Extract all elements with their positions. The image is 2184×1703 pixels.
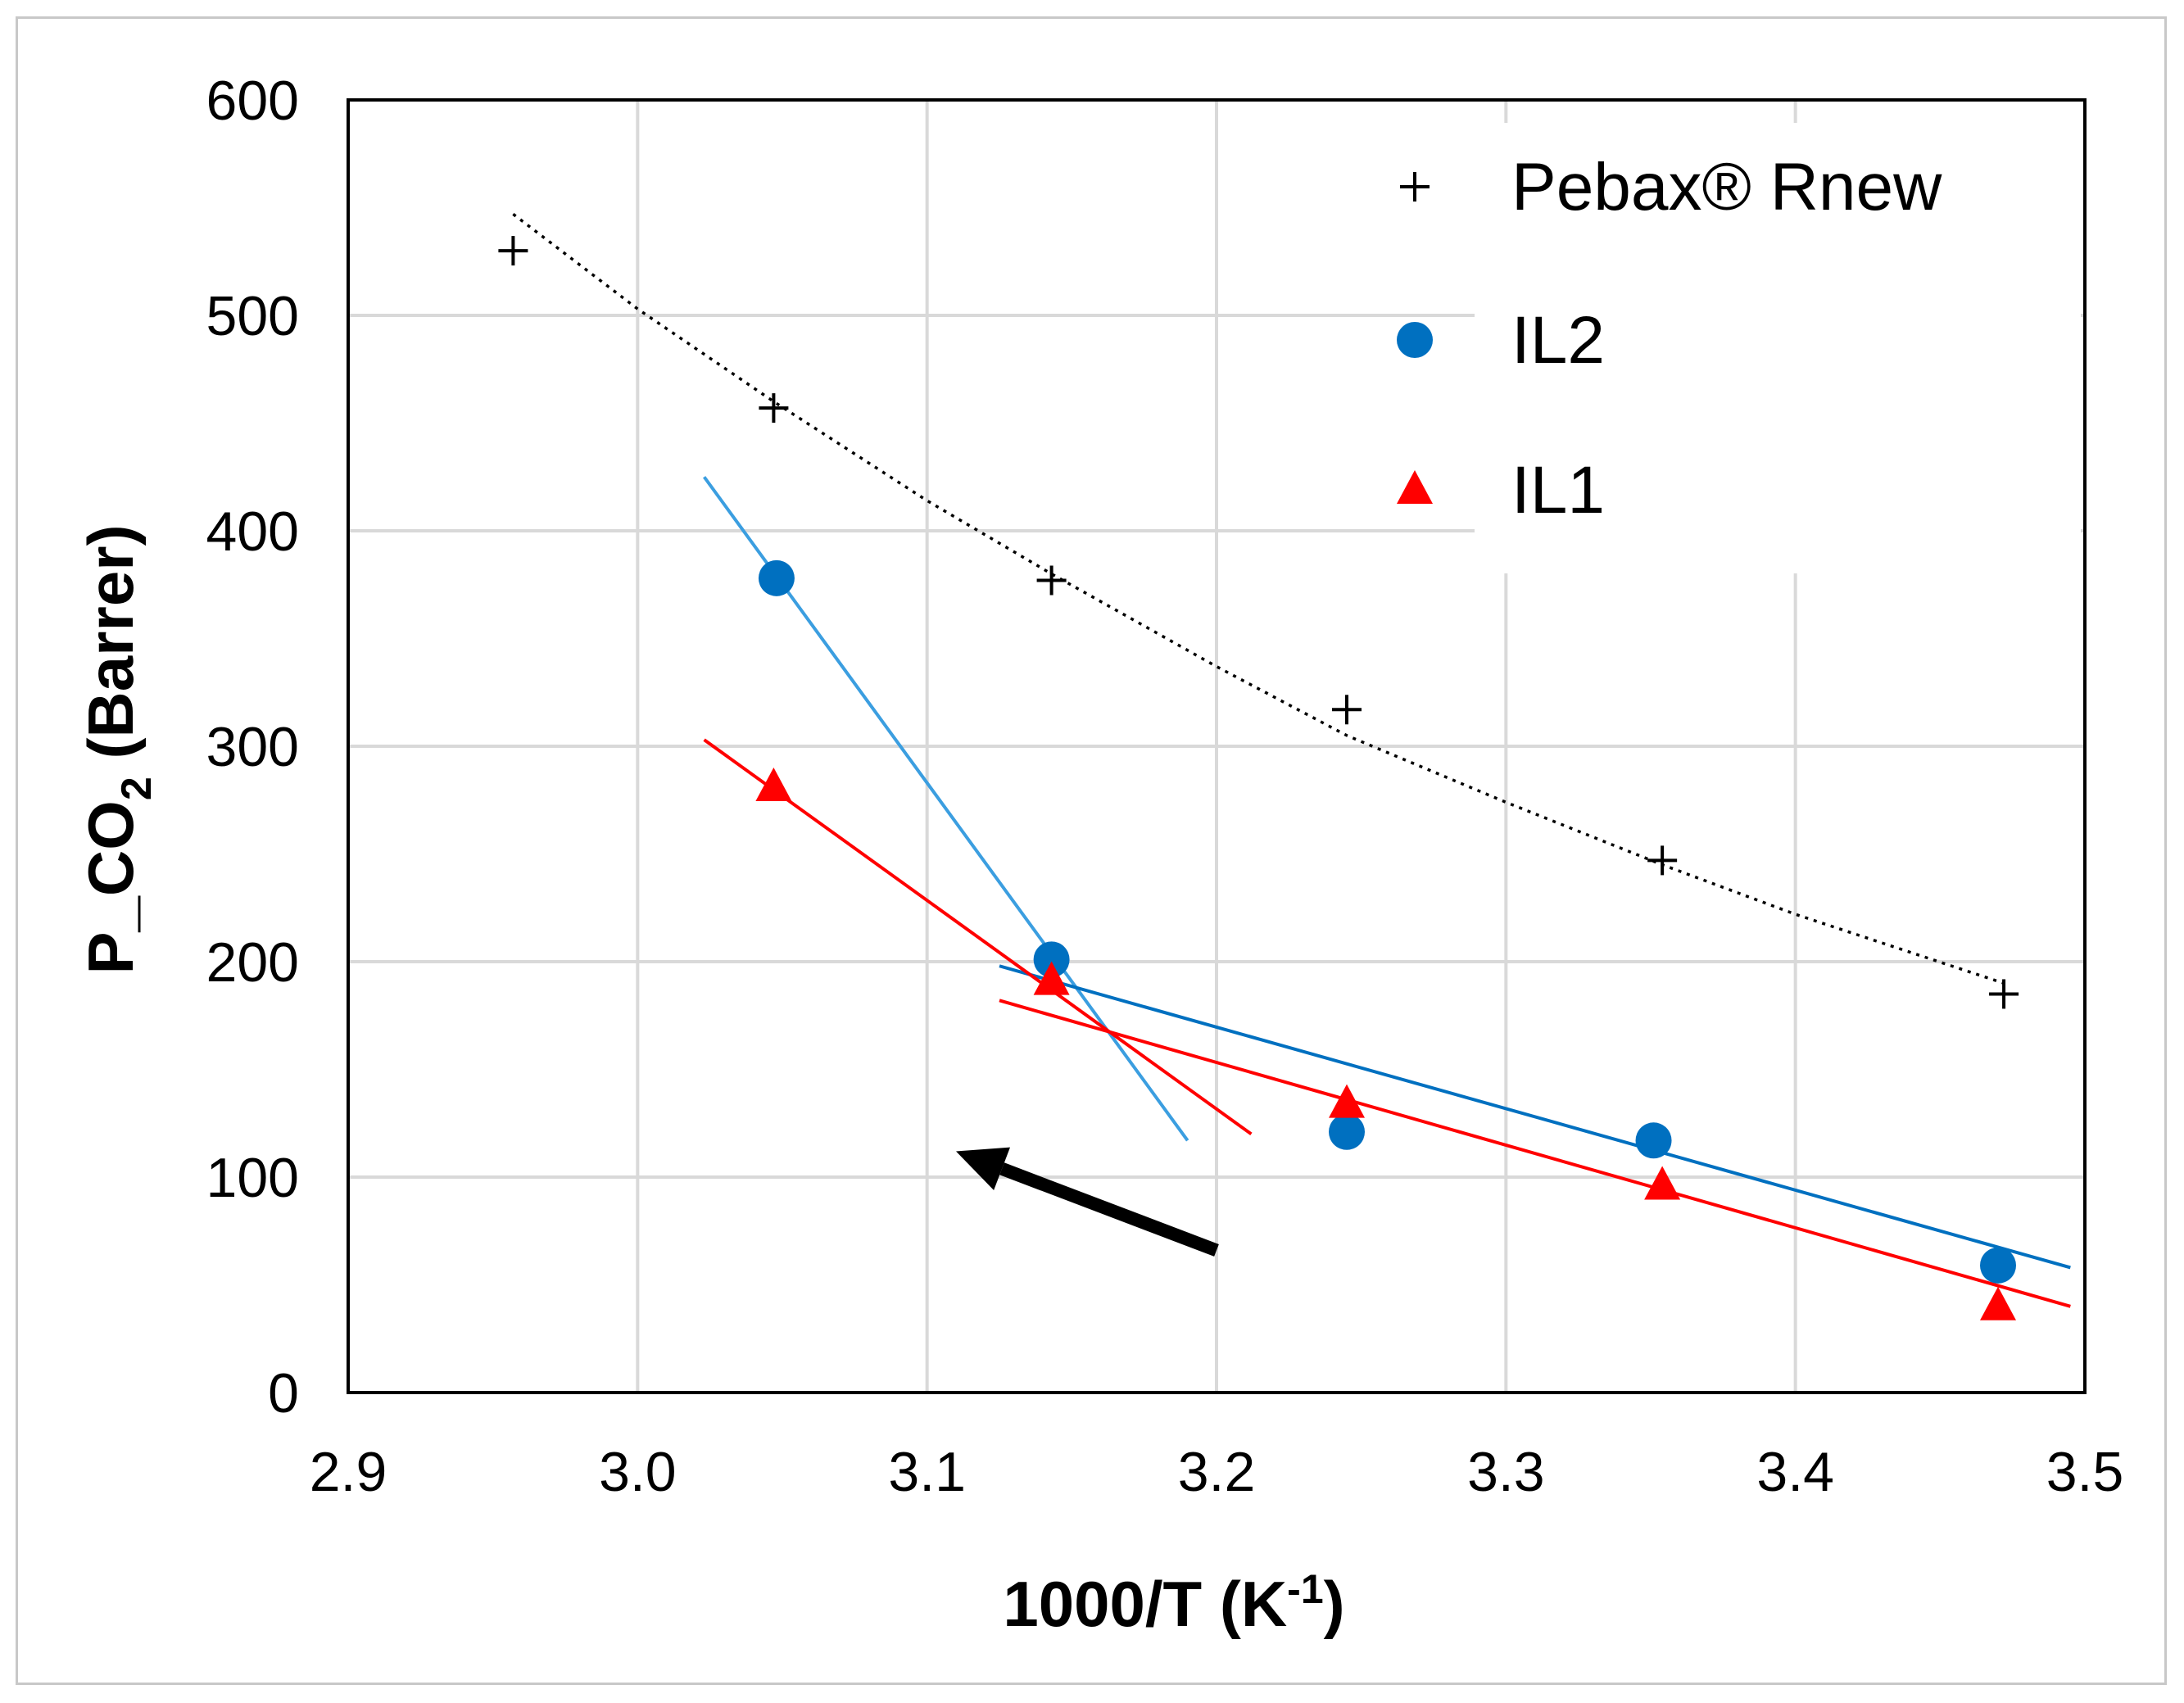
x-tick-label: 3.1 [888, 1441, 966, 1503]
il2-trendline [999, 964, 2071, 1270]
legend-label-il1: IL1 [1511, 453, 1605, 528]
plot-area-border [347, 98, 2087, 1394]
il1-point [1980, 1286, 2016, 1320]
pebax-rnew-point [759, 393, 789, 423]
y-axis-ticks: 0 100 200 300 400 500 600 [206, 70, 299, 1424]
legend-marker-pebax-rnew [1400, 172, 1430, 202]
figure-frame [16, 16, 2167, 1685]
legend-box [1475, 123, 2081, 573]
y-axis-title: P_CO2 (Barrer) [75, 524, 161, 974]
y-tick-label: 100 [206, 1147, 299, 1209]
annotations [956, 1147, 1219, 1257]
legend-marker-il1 [1397, 470, 1433, 504]
il1-point [1033, 961, 1070, 995]
pebax-rnew-point [498, 236, 528, 266]
legend-label-pebax-rnew: Pebax® Rnew [1511, 150, 1942, 224]
arrow-annotation [956, 1147, 1219, 1257]
legend-label-il2: IL2 [1511, 303, 1605, 378]
il1-point [755, 767, 792, 801]
y-tick-label: 500 [206, 285, 299, 347]
il1-point [1644, 1166, 1681, 1200]
legend-marker-il2 [1397, 322, 1433, 358]
arrow-head [956, 1147, 1011, 1190]
x-axis-ticks: 2.9 3.0 3.1 3.2 3.3 3.4 3.5 [310, 1441, 2124, 1503]
il2-point [1980, 1247, 2016, 1284]
il2-point [1635, 1122, 1672, 1159]
y-tick-label: 600 [206, 70, 299, 132]
x-tick-label: 3.2 [1178, 1441, 1256, 1503]
x-tick-label: 2.9 [310, 1441, 387, 1503]
y-tick-label: 200 [206, 931, 299, 994]
y-tick-label: 400 [206, 500, 299, 563]
x-tick-label: 3.4 [1756, 1441, 1834, 1503]
legend: Pebax® Rnew IL2 IL1 [1397, 150, 1942, 528]
pebax-rnew-point [1332, 695, 1362, 725]
x-tick-label: 3.3 [1467, 1441, 1545, 1503]
il1-point [1329, 1084, 1365, 1118]
arrow-shaft [999, 1162, 1219, 1257]
il1-trendline [999, 999, 2071, 1308]
x-tick-label: 3.0 [599, 1441, 677, 1503]
y-tick-label: 0 [268, 1362, 299, 1424]
x-axis-title: 1000/T (K-1) [1003, 1566, 1344, 1640]
x-tick-label: 3.5 [2046, 1441, 2124, 1503]
il2-point [1033, 941, 1070, 978]
il1-trendline [703, 738, 1253, 1136]
data-points [498, 236, 2019, 1320]
il2-point [1329, 1113, 1365, 1150]
il2-point [758, 559, 795, 596]
y-tick-label: 300 [206, 716, 299, 778]
pebax-rnew-point [1989, 979, 2019, 1009]
pebax-rnew-point [1036, 565, 1067, 596]
pebax-rnew-point [1647, 845, 1678, 876]
